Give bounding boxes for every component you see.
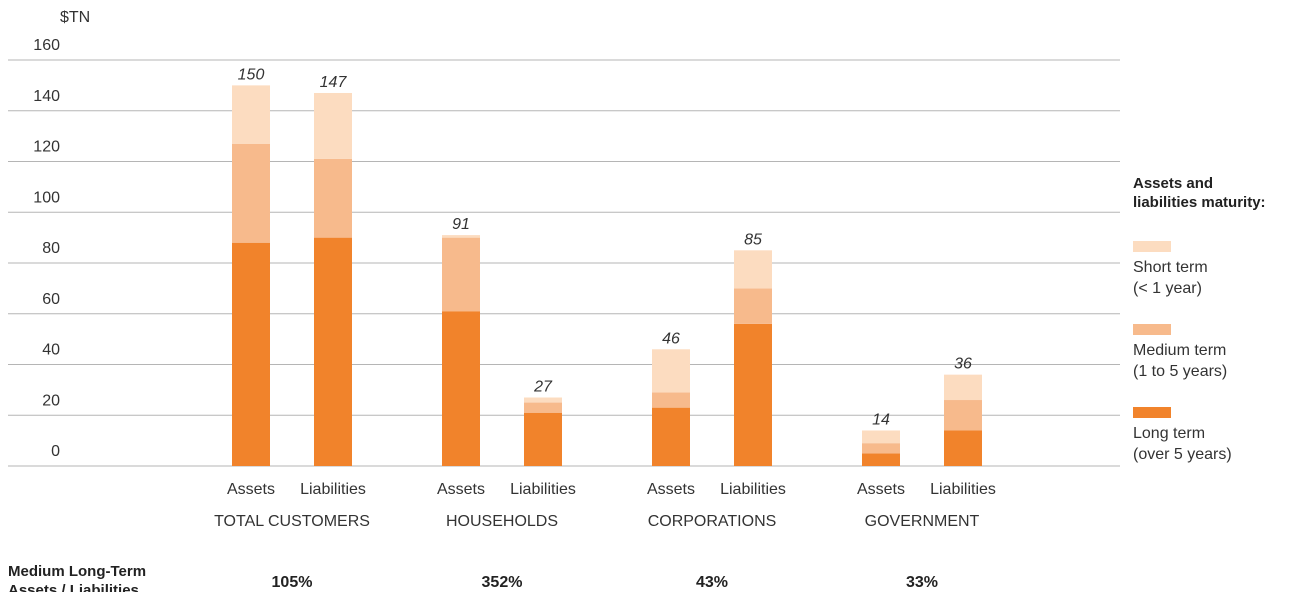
legend-title-line1: Assets and [1133, 175, 1213, 192]
legend-sublabel-medium: (1 to 5 years) [1133, 363, 1227, 380]
bar-segment-long [652, 407, 690, 466]
y-tick-label: 40 [42, 342, 60, 359]
bar-segment-medium [652, 392, 690, 408]
ratio-row: Medium Long-Term Assets / Liabilities 10… [8, 563, 938, 592]
legend-label-short: Short term [1133, 259, 1208, 276]
legend-sublabel-short: (< 1 year) [1133, 280, 1202, 297]
bar-total-label: 36 [954, 356, 972, 373]
legend-label-long: Long term [1133, 425, 1205, 442]
bar-category-label: Liabilities [300, 481, 366, 498]
x-axis-labels: Assets Liabilities TOTAL CUSTOMERS Assets Li… [214, 481, 996, 530]
bar-segment-long [524, 412, 562, 466]
legend-swatch-long [1133, 407, 1171, 418]
y-axis-ticks: 0 20 40 60 80 100 120 140 160 [33, 37, 60, 460]
legend: Assets and liabilities maturity: Short t… [1133, 175, 1266, 463]
ratio-title-line2: Assets / Liabilities [8, 582, 139, 592]
bar-category-label: Assets [647, 481, 695, 498]
legend-title-line2: liabilities maturity: [1133, 194, 1266, 211]
group-label: TOTAL CUSTOMERS [214, 513, 370, 530]
y-tick-label: 80 [42, 240, 60, 257]
bar-segment-long [232, 242, 270, 466]
y-tick-label: 160 [33, 37, 60, 54]
bar-segment-long [944, 430, 982, 466]
group-label: HOUSEHOLDS [446, 513, 558, 530]
bar-total-label: 91 [452, 216, 470, 233]
bar-total-label: 46 [662, 330, 680, 347]
bar-segment-medium [524, 402, 562, 413]
bar-total-label: 150 [238, 66, 265, 83]
y-unit-label: $TN [60, 9, 90, 26]
bar-total-label: 147 [320, 74, 348, 91]
ratio-value: 33% [906, 574, 938, 591]
bar-segment-long [314, 237, 352, 466]
bar-segment-medium [232, 143, 270, 243]
bar-segment-short [314, 92, 352, 159]
bar-category-label: Liabilities [720, 481, 786, 498]
bar-total-label: 14 [872, 411, 890, 428]
bar-segment-medium [734, 288, 772, 324]
bar-segment-long [442, 311, 480, 466]
bar-segment-medium [314, 158, 352, 238]
bar-category-label: Assets [437, 481, 485, 498]
bar-segment-short [524, 397, 562, 403]
y-tick-label: 140 [33, 88, 60, 105]
bar-segment-short [442, 235, 480, 238]
legend-label-medium: Medium term [1133, 342, 1226, 359]
bar-total-label: 27 [533, 378, 553, 395]
bar-segment-short [652, 349, 690, 393]
bar-segment-short [944, 374, 982, 401]
bar-segment-short [232, 85, 270, 144]
bar-segment-medium [944, 400, 982, 431]
bar-category-label: Assets [227, 481, 275, 498]
legend-swatch-medium [1133, 324, 1171, 335]
ratio-value: 352% [482, 574, 523, 591]
legend-swatch-short [1133, 241, 1171, 252]
y-tick-label: 100 [33, 189, 60, 206]
legend-items: Short term (< 1 year) Medium term (1 to 5 y… [1133, 241, 1232, 463]
bar-total-label: 85 [744, 231, 762, 248]
group-label: GOVERNMENT [865, 513, 980, 530]
bar-segment-long [862, 453, 900, 466]
y-tick-label: 20 [42, 392, 60, 409]
bar-category-label: Assets [857, 481, 905, 498]
ratio-value: 43% [696, 574, 728, 591]
y-tick-label: 0 [51, 443, 60, 460]
legend-sublabel-long: (over 5 years) [1133, 446, 1232, 463]
y-tick-label: 60 [42, 291, 60, 308]
bar-category-label: Liabilities [510, 481, 576, 498]
bar-segment-short [862, 430, 900, 444]
ratio-title-line1: Medium Long-Term [8, 563, 146, 580]
bar-segment-medium [442, 237, 480, 312]
bars: 150 147 91 27 46 85 14 36 [232, 66, 982, 466]
ratio-value: 105% [272, 574, 313, 591]
gridlines [8, 59, 1120, 467]
bar-segment-short [734, 250, 772, 289]
bar-segment-medium [862, 443, 900, 454]
group-label: CORPORATIONS [648, 513, 777, 530]
bar-category-label: Liabilities [930, 481, 996, 498]
ratio-values: 105% 352% 43% 33% [272, 574, 938, 591]
bar-segment-long [734, 323, 772, 466]
y-tick-label: 120 [33, 139, 60, 156]
